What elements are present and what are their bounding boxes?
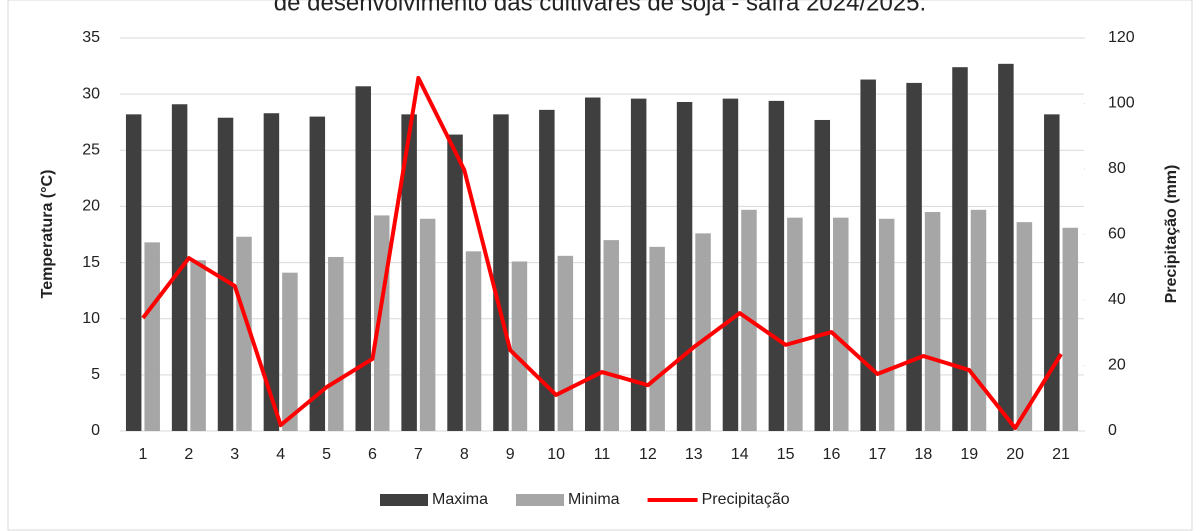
bar — [998, 63, 1014, 431]
bar — [787, 217, 803, 431]
x-tick-label: 4 — [276, 446, 285, 463]
x-tick-label: 14 — [731, 446, 749, 463]
bar — [328, 256, 344, 431]
chart-title: de desenvolvimento das cultivares de soj… — [274, 0, 926, 16]
y-tick-label: 5 — [91, 366, 100, 383]
y-tick-label: 10 — [82, 310, 100, 327]
bar — [906, 82, 922, 432]
x-tick-label: 12 — [639, 446, 657, 463]
y2-tick-label: 80 — [1108, 160, 1126, 177]
bar — [282, 272, 298, 431]
bar — [833, 217, 849, 431]
bar — [952, 67, 968, 432]
legend-swatch — [516, 494, 565, 506]
x-tick-label: 10 — [547, 446, 565, 463]
bar — [814, 119, 831, 432]
bar — [878, 218, 895, 431]
x-tick-label: 18 — [914, 446, 932, 463]
bar — [309, 116, 326, 431]
x-tick-label: 21 — [1052, 446, 1070, 463]
x-tick-label: 8 — [460, 446, 469, 463]
x-tick-label: 13 — [685, 446, 703, 463]
bar — [860, 79, 876, 431]
bar — [144, 242, 160, 431]
bar — [585, 97, 601, 432]
bar — [630, 98, 647, 432]
y2-tick-label: 0 — [1108, 422, 1117, 439]
bar — [1044, 114, 1060, 432]
x-tick-label: 20 — [1006, 446, 1024, 463]
bar — [217, 117, 234, 432]
bar — [539, 109, 555, 431]
line — [141, 75, 1063, 431]
legend-label: Precipitação — [702, 491, 790, 508]
bar — [236, 236, 252, 431]
bar — [970, 209, 987, 431]
x-tick-label: 2 — [184, 446, 193, 463]
bar — [447, 134, 463, 431]
y2-tick-label: 100 — [1108, 95, 1135, 112]
y2-axis-title: Precipitação (mm) — [1163, 165, 1180, 304]
bar — [1062, 227, 1079, 431]
x-tick-label: 9 — [506, 446, 515, 463]
bar — [465, 251, 482, 431]
bar — [493, 114, 509, 432]
y-tick-label: 25 — [82, 142, 100, 159]
x-tick-label: 3 — [230, 446, 239, 463]
bar — [355, 86, 371, 431]
bar — [603, 240, 619, 431]
bar — [722, 98, 739, 432]
bar — [511, 261, 528, 431]
x-tick-label: 15 — [777, 446, 795, 463]
bar — [263, 113, 280, 431]
bar — [190, 260, 206, 431]
y2-tick-label: 20 — [1108, 357, 1126, 374]
y-tick-label: 35 — [82, 29, 100, 46]
bar — [649, 246, 665, 431]
x-tick-label: 11 — [594, 446, 611, 463]
bar — [924, 212, 941, 431]
bar — [401, 114, 417, 432]
y-axis-title: Temperatura (°C) — [39, 170, 56, 299]
legend-label: Maxima — [432, 491, 488, 508]
bar — [1016, 222, 1033, 431]
legend-swatch — [380, 494, 428, 506]
y-tick-label: 0 — [91, 422, 100, 439]
y2-tick-label: 120 — [1108, 29, 1135, 46]
x-tick-label: 19 — [960, 446, 978, 463]
bar — [557, 255, 574, 431]
bar — [768, 100, 785, 431]
x-tick-label: 16 — [823, 446, 841, 463]
x-tick-label: 1 — [138, 446, 147, 463]
bar — [125, 114, 142, 432]
y2-tick-label: 60 — [1108, 226, 1126, 243]
bar — [695, 233, 711, 431]
legend-label: Minima — [568, 491, 620, 508]
x-tick-label: 17 — [869, 446, 887, 463]
x-tick-label: 6 — [368, 446, 377, 463]
y-tick-label: 20 — [82, 198, 100, 215]
y-tick-label: 30 — [82, 85, 100, 102]
bar — [676, 102, 693, 431]
x-tick-label: 5 — [322, 446, 331, 463]
x-tick-label: 7 — [414, 446, 423, 463]
bar — [419, 218, 436, 431]
chart-border — [7, 0, 1193, 531]
y2-tick-label: 40 — [1108, 291, 1126, 308]
y-tick-label: 15 — [82, 254, 100, 271]
